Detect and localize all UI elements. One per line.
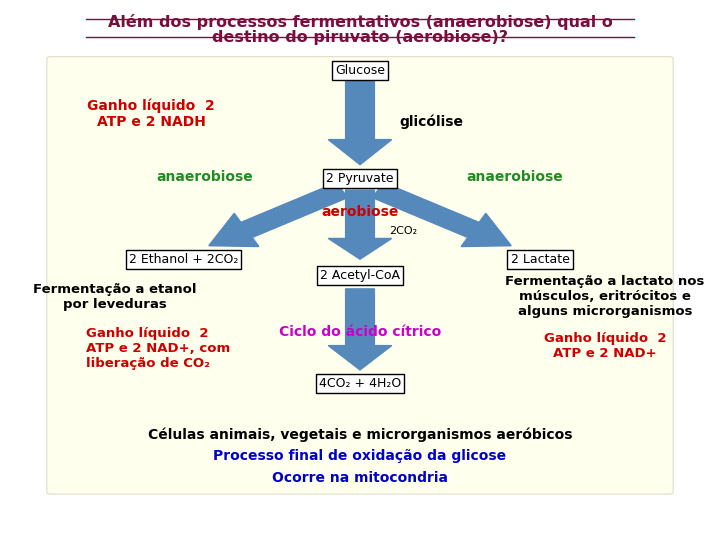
Text: 2 Pyruvate: 2 Pyruvate bbox=[326, 172, 394, 185]
Polygon shape bbox=[372, 183, 511, 247]
Text: aerobiose: aerobiose bbox=[321, 205, 399, 219]
Text: Fermentação a etanol
por leveduras: Fermentação a etanol por leveduras bbox=[33, 283, 197, 311]
Text: Ganho líquido  2
ATP e 2 NAD+: Ganho líquido 2 ATP e 2 NAD+ bbox=[544, 332, 666, 360]
Text: Ganho líquido  2
ATP e 2 NADH: Ganho líquido 2 ATP e 2 NADH bbox=[87, 98, 215, 129]
Text: anaerobiose: anaerobiose bbox=[157, 170, 253, 184]
Text: 2 Ethanol + 2CO₂: 2 Ethanol + 2CO₂ bbox=[129, 253, 238, 266]
Text: Glucose: Glucose bbox=[335, 64, 385, 77]
Polygon shape bbox=[328, 289, 392, 370]
Text: Células animais, vegetais e microrganismos aeróbicos: Células animais, vegetais e microrganism… bbox=[148, 428, 572, 442]
Polygon shape bbox=[328, 81, 392, 165]
Text: destino do piruvato (aerobiose)?: destino do piruvato (aerobiose)? bbox=[212, 30, 508, 45]
Text: 2 Acetyl-CoA: 2 Acetyl-CoA bbox=[320, 269, 400, 282]
FancyBboxPatch shape bbox=[47, 57, 673, 494]
Text: Fermentação a lactato nos
músculos, eritrócitos e
alguns microrganismos: Fermentação a lactato nos músculos, erit… bbox=[505, 275, 704, 319]
Text: Além dos processos fermentativos (anaerobiose) qual o: Além dos processos fermentativos (anaero… bbox=[107, 14, 613, 30]
Text: Ocorre na mitocondria: Ocorre na mitocondria bbox=[272, 471, 448, 485]
Text: 2 Lactate: 2 Lactate bbox=[510, 253, 570, 266]
Polygon shape bbox=[328, 190, 392, 259]
Text: Ganho líquido  2
ATP e 2 NAD+, com
liberação de CO₂: Ganho líquido 2 ATP e 2 NAD+, com libera… bbox=[86, 327, 230, 370]
Polygon shape bbox=[209, 183, 348, 247]
Text: anaerobiose: anaerobiose bbox=[467, 170, 563, 184]
Text: 2CO₂: 2CO₂ bbox=[389, 226, 417, 236]
Text: Processo final de oxidação da glicose: Processo final de oxidação da glicose bbox=[213, 449, 507, 463]
Text: glicólise: glicólise bbox=[400, 114, 464, 129]
Text: 4CO₂ + 4H₂O: 4CO₂ + 4H₂O bbox=[319, 377, 401, 390]
Text: Ciclo do ácido cítrico: Ciclo do ácido cítrico bbox=[279, 325, 441, 339]
